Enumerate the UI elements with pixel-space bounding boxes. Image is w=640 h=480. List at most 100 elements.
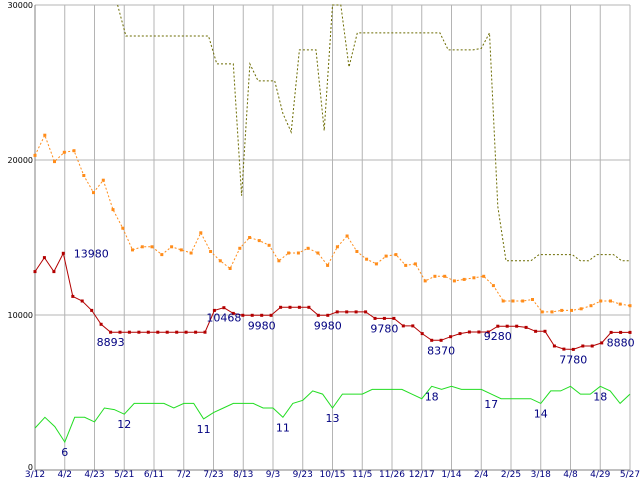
data-point bbox=[131, 248, 134, 252]
data-point bbox=[92, 191, 95, 195]
data-point bbox=[316, 251, 320, 255]
data-point bbox=[222, 306, 226, 310]
series-2 bbox=[33, 251, 632, 351]
data-point bbox=[354, 310, 358, 314]
data-point bbox=[628, 304, 632, 308]
data-point bbox=[62, 150, 66, 154]
data-point bbox=[524, 325, 528, 329]
data-point bbox=[420, 332, 424, 336]
data-point bbox=[467, 330, 471, 334]
data-point bbox=[170, 245, 174, 249]
data-point bbox=[160, 253, 164, 257]
data-point bbox=[590, 344, 594, 348]
data-label: 18 bbox=[593, 390, 607, 403]
data-point bbox=[482, 274, 486, 278]
data-point bbox=[413, 262, 417, 266]
grid bbox=[34, 4, 631, 471]
data-point bbox=[373, 316, 377, 320]
data-point bbox=[411, 324, 415, 328]
data-point bbox=[491, 284, 495, 288]
x-tick-label: 3/18 bbox=[531, 470, 551, 480]
data-point bbox=[430, 338, 434, 342]
axes: 3/12 4/2 4/23 5/21 6/11 7/2 7/23 8/13 9/3 9/23 10/… bbox=[8, 1, 640, 480]
data-point bbox=[209, 250, 213, 253]
data-point bbox=[394, 253, 398, 257]
data-point bbox=[589, 304, 593, 308]
data-point bbox=[581, 344, 585, 348]
data-point bbox=[433, 274, 437, 278]
data-label: 11 bbox=[276, 421, 290, 434]
data-point bbox=[423, 279, 427, 283]
data-point bbox=[279, 305, 283, 309]
data-point bbox=[61, 251, 65, 255]
data-point bbox=[238, 246, 242, 250]
data-point bbox=[42, 256, 46, 260]
data-point bbox=[194, 330, 198, 334]
data-point bbox=[531, 298, 534, 301]
data-point bbox=[571, 347, 575, 351]
data-label: 10468 bbox=[206, 312, 241, 325]
data-point bbox=[150, 245, 154, 249]
data-point bbox=[570, 308, 573, 312]
data-point bbox=[496, 324, 500, 328]
data-point bbox=[127, 330, 131, 334]
data-point bbox=[218, 259, 222, 263]
data-point bbox=[392, 316, 396, 320]
data-label: 12 bbox=[117, 418, 131, 431]
data-point bbox=[257, 239, 261, 243]
data-label: 9980 bbox=[314, 319, 342, 332]
data-point bbox=[269, 313, 273, 317]
data-point bbox=[80, 299, 84, 303]
data-point bbox=[462, 277, 466, 281]
data-point bbox=[118, 330, 122, 334]
data-label: 8893 bbox=[97, 336, 125, 349]
data-point bbox=[628, 330, 632, 334]
data-point bbox=[374, 262, 378, 266]
data-point bbox=[562, 347, 566, 351]
y-tick-label: 20000 bbox=[8, 156, 33, 165]
data-point bbox=[521, 299, 525, 303]
data-point bbox=[248, 236, 252, 239]
data-point bbox=[458, 332, 462, 336]
data-point bbox=[401, 324, 405, 328]
data-point bbox=[515, 324, 519, 328]
data-point bbox=[355, 250, 359, 253]
data-point bbox=[345, 310, 349, 314]
data-point bbox=[99, 322, 103, 326]
x-tick-label: 3/12 bbox=[25, 470, 45, 480]
data-point bbox=[140, 245, 144, 249]
data-point bbox=[231, 311, 235, 315]
data-label: 7780 bbox=[559, 353, 587, 366]
data-point bbox=[33, 270, 37, 274]
series-line bbox=[34, 385, 631, 444]
data-point bbox=[579, 307, 583, 311]
x-tick-label: 7/2 bbox=[177, 470, 191, 480]
data-point bbox=[101, 178, 105, 182]
data-point bbox=[345, 234, 349, 238]
data-point bbox=[477, 330, 481, 334]
x-tick-label: 5/21 bbox=[114, 470, 134, 480]
data-point bbox=[384, 254, 388, 258]
data-point bbox=[486, 330, 490, 334]
data-point bbox=[560, 308, 564, 312]
x-tick-label: 12/17 bbox=[409, 470, 435, 480]
data-point bbox=[618, 302, 622, 306]
data-point bbox=[71, 294, 75, 298]
data-point bbox=[534, 329, 538, 333]
data-point bbox=[189, 251, 193, 255]
data-point bbox=[326, 313, 330, 317]
series-line bbox=[117, 4, 630, 262]
data-label: 11 bbox=[197, 423, 211, 436]
data-label: 14 bbox=[534, 407, 548, 420]
data-point bbox=[404, 263, 408, 267]
data-point bbox=[288, 305, 292, 309]
data-point bbox=[175, 330, 179, 334]
x-tick-label: 8/13 bbox=[233, 470, 253, 480]
data-labels: 13980 8893 10468 9980 9980 9780 8370 9280 7780 88… bbox=[61, 247, 634, 459]
x-tick-label: 1/14 bbox=[441, 470, 461, 480]
data-label: 9980 bbox=[248, 319, 276, 332]
data-point bbox=[472, 276, 476, 280]
data-point bbox=[619, 330, 623, 334]
data-point bbox=[184, 330, 188, 334]
